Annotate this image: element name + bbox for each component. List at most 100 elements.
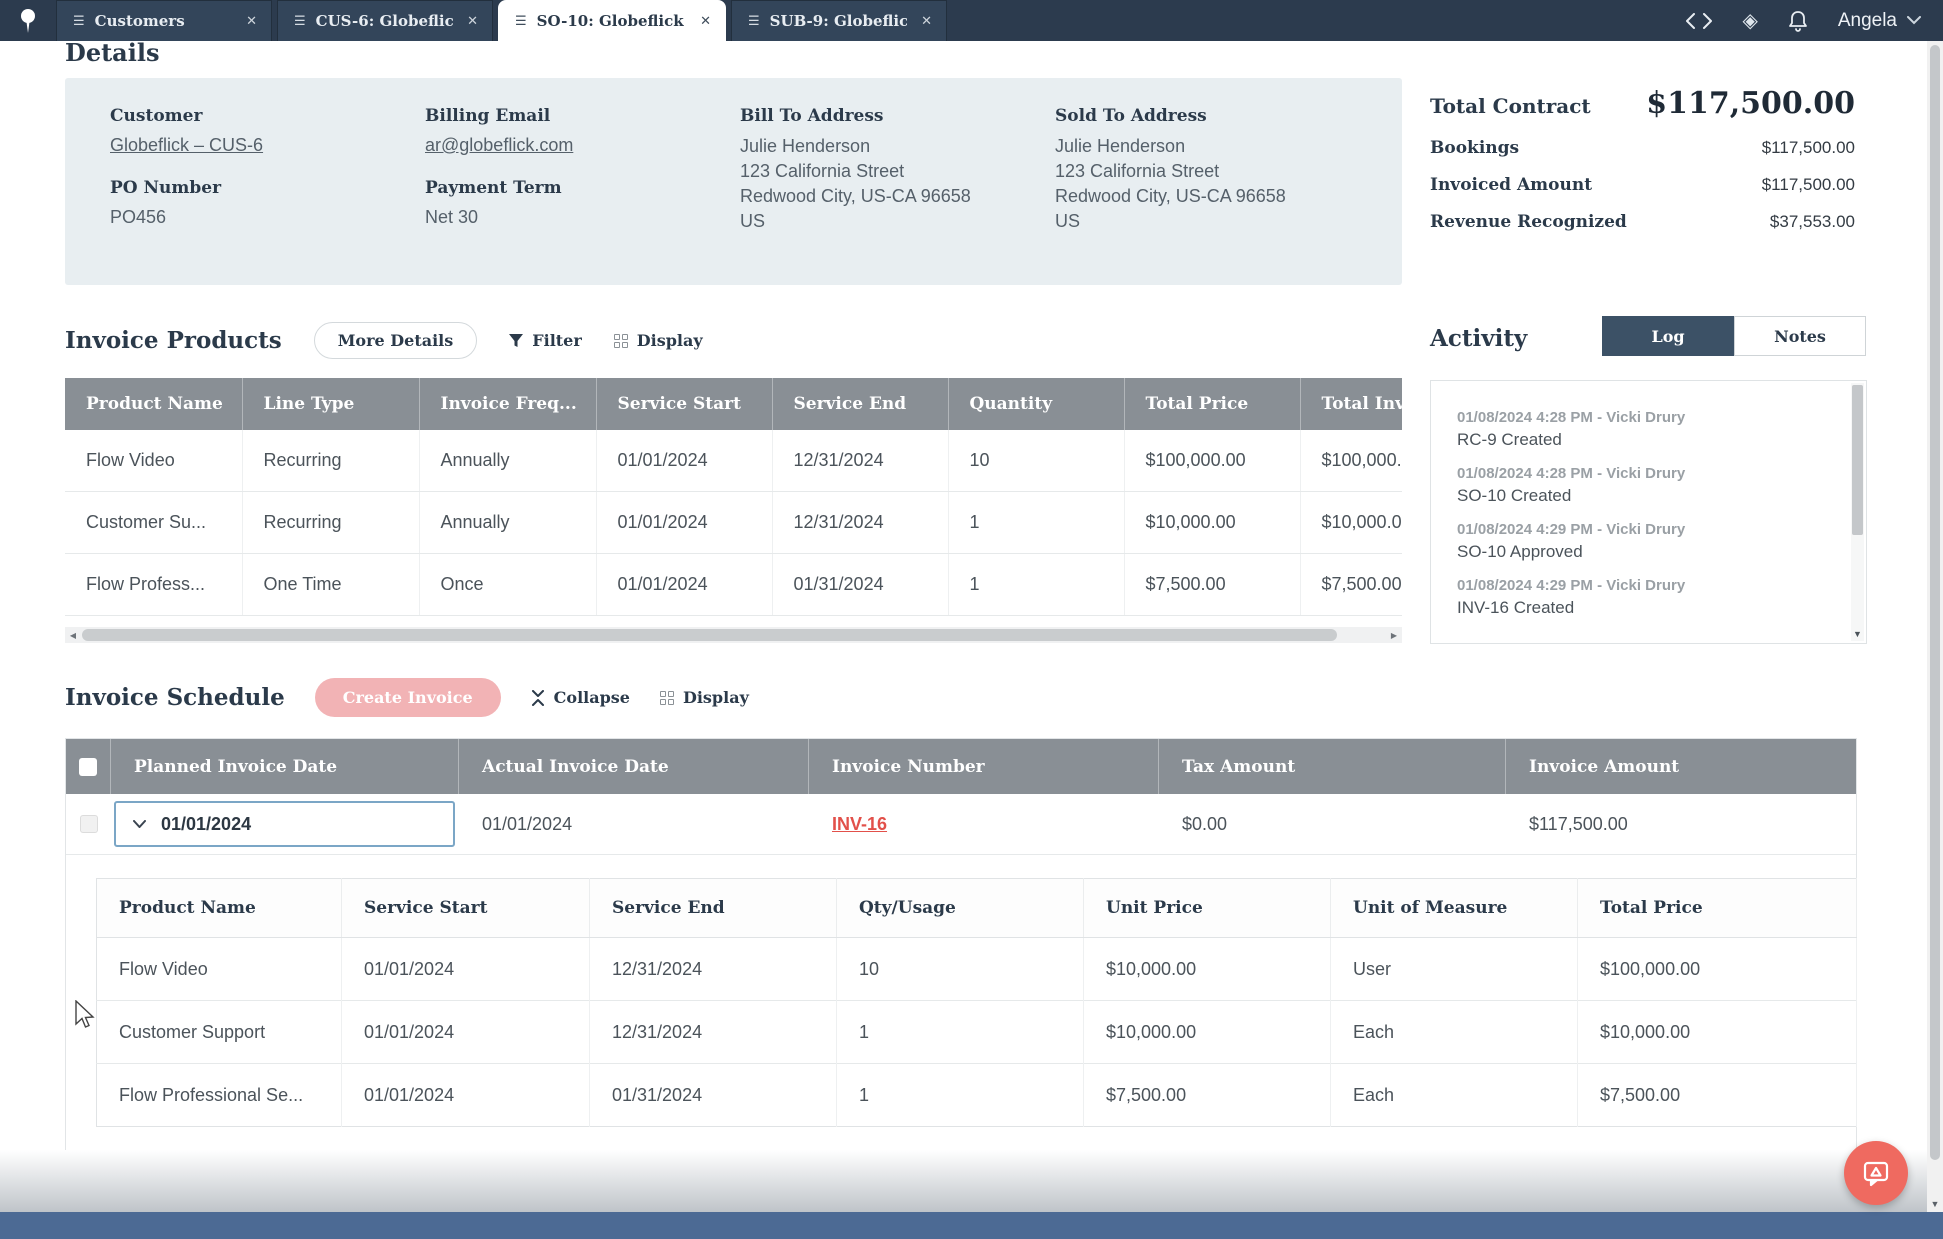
list-icon: ☰ (73, 13, 85, 28)
column-header[interactable]: Service End (589, 878, 837, 938)
list-icon: ☰ (748, 13, 760, 28)
log-entry-text: RC-9 Created (1457, 430, 1562, 449)
collapse-button[interactable]: Collapse (531, 688, 630, 707)
more-details-button[interactable]: More Details (313, 322, 478, 359)
table-row[interactable]: Flow Video Recurring Annually 01/01/2024 12/… (65, 430, 1402, 492)
display-button[interactable]: Display (659, 688, 749, 707)
table-row[interactable]: Flow Professional Se... 01/01/2024 01/31/2… (96, 1063, 1857, 1127)
horizontal-scrollbar[interactable]: ◀ ▶ (65, 627, 1402, 643)
column-header[interactable]: Invoice Freq... (419, 378, 597, 430)
chat-fab-button[interactable] (1844, 1141, 1908, 1205)
table-header-row: Product Name Line Type Invoice Freq... S… (65, 378, 1402, 430)
code-icon[interactable] (1686, 12, 1713, 29)
tax-amount: $0.00 (1182, 813, 1228, 834)
sold-to-address: Julie Henderson 123 California Street Re… (1055, 136, 1286, 231)
topbar: ☰ Customers ✕ ☰ CUS-6: Globeflick ✕ ☰ SO… (0, 0, 1943, 41)
column-header[interactable]: Quantity (948, 378, 1125, 430)
scrollbar-thumb[interactable] (1852, 385, 1863, 535)
tab-notes[interactable]: Notes (1734, 316, 1866, 356)
column-header[interactable]: Line Type (242, 378, 420, 430)
bottom-bar (0, 1212, 1943, 1239)
diamond-icon[interactable]: ◈ (1742, 10, 1758, 32)
scroll-down-arrow[interactable]: ▼ (1930, 1199, 1940, 1209)
activity-scrollbar[interactable]: ▼ (1851, 383, 1864, 641)
planned-invoice-date: 01/01/2024 (161, 813, 252, 834)
tab-log[interactable]: Log (1602, 316, 1734, 356)
scroll-left-arrow[interactable]: ◀ (69, 630, 77, 640)
display-button[interactable]: Display (613, 331, 703, 350)
table-row[interactable]: Flow Video 01/01/2024 12/31/2024 10 $10,000.… (96, 937, 1857, 1001)
scrollbar-thumb[interactable] (1930, 45, 1940, 1160)
page-scrollbar[interactable]: ▼ (1927, 41, 1943, 1212)
pin-icon[interactable] (0, 0, 56, 41)
row-checkbox[interactable] (79, 815, 98, 833)
column-header[interactable]: Total Price (1577, 878, 1857, 938)
scroll-down-arrow[interactable]: ▼ (1853, 629, 1862, 639)
column-header[interactable]: Actual Invoice Date (459, 739, 809, 794)
bill-to-address: Julie Henderson 123 California Street Re… (740, 136, 971, 231)
column-header[interactable]: Invoice Number (809, 739, 1159, 794)
sold-to-label: Sold To Address (1055, 106, 1207, 126)
invoice-products-header: Invoice Products More Details Filter Dis… (65, 322, 703, 359)
log-entry-text: SO-10 Created (1457, 486, 1572, 505)
close-icon[interactable]: ✕ (246, 13, 257, 28)
tab-label: SO-10: Globeflick (536, 12, 684, 30)
customer-link[interactable]: Globeflick – CUS-6 (110, 135, 264, 155)
column-header[interactable]: Service Start (596, 378, 773, 430)
close-icon[interactable]: ✕ (921, 13, 932, 28)
chevron-down-icon (1907, 16, 1921, 25)
payment-term-value: Net 30 (425, 207, 479, 227)
column-header[interactable]: Qty/Usage (836, 878, 1084, 938)
scrollbar-thumb[interactable] (82, 629, 1337, 641)
invoice-products-table: Product Name Line Type Invoice Freq... S… (65, 378, 1402, 616)
column-header[interactable]: Product Name (96, 878, 342, 938)
select-all-checkbox[interactable] (79, 757, 97, 776)
planned-invoice-date-cell[interactable]: 01/01/2024 (114, 801, 455, 847)
column-header[interactable]: Unit of Measure (1330, 878, 1578, 938)
invoice-number-cell: INV-16 (809, 794, 1159, 854)
tab-customers[interactable]: ☰ Customers ✕ (56, 0, 272, 41)
column-header[interactable]: Total Inv... (1300, 378, 1402, 430)
table-row[interactable]: Customer Su... Recurring Annually 01/01/202… (65, 491, 1402, 554)
topbar-actions: ◈ Angela (1686, 0, 1943, 41)
actual-invoice-date: 01/01/2024 (482, 813, 573, 834)
mouse-cursor (75, 1000, 95, 1028)
column-header[interactable]: Unit Price (1083, 878, 1331, 938)
scroll-right-arrow[interactable]: ▶ (1390, 630, 1398, 640)
column-header[interactable]: Product Name (65, 378, 243, 430)
tab-so-10-active[interactable]: ☰ SO-10: Globeflick ✕ (498, 0, 726, 41)
tab-label: SUB-9: Globeflick (769, 12, 908, 30)
grid-icon (613, 333, 628, 348)
column-header[interactable]: Service End (772, 378, 949, 430)
invoice-link[interactable]: INV-16 (832, 813, 888, 834)
billing-email-link[interactable]: ar@globeflick.com (425, 135, 574, 155)
table-row[interactable]: Flow Profess... One Time Once 01/01/2024 01/… (65, 553, 1402, 616)
close-icon[interactable]: ✕ (467, 13, 478, 28)
column-header[interactable]: Planned Invoice Date (111, 739, 459, 794)
column-header[interactable]: Tax Amount (1159, 739, 1506, 794)
total-contract-label: Total Contract (1430, 94, 1591, 118)
invoice-schedule-header: Invoice Schedule Create Invoice Collapse… (65, 678, 749, 717)
close-icon[interactable]: ✕ (700, 13, 711, 28)
bell-icon[interactable] (1788, 10, 1808, 32)
table-header-row: Product Name Service Start Service End Q… (96, 878, 1857, 938)
user-menu[interactable]: Angela (1838, 10, 1921, 32)
log-entry: 01/08/2024 4:28 PM - Vicki Drury SO-10 C… (1457, 465, 1826, 506)
total-contract-value: $117,500.00 (1646, 86, 1855, 121)
table-row[interactable]: Customer Support 01/01/2024 12/31/2024 1 $10… (96, 1000, 1857, 1064)
tab-label: Customers (94, 12, 185, 30)
tab-sub-9[interactable]: ☰ SUB-9: Globeflick ✕ (731, 0, 947, 41)
column-header[interactable]: Total Price (1124, 378, 1301, 430)
column-header[interactable]: Service Start (341, 878, 590, 938)
column-header[interactable]: Invoice Amount (1529, 756, 1680, 777)
section-title-details: Details (65, 37, 160, 67)
bill-to-label: Bill To Address (740, 106, 884, 126)
log-entry-meta: 01/08/2024 4:29 PM - Vicki Drury (1457, 521, 1686, 538)
revenue-recognized-value: $37,553.00 (1769, 212, 1855, 231)
create-invoice-button[interactable]: Create Invoice (314, 678, 501, 717)
invoice-amount: $117,500.00 (1529, 813, 1628, 834)
payment-term-label: Payment Term (425, 178, 562, 198)
tab-cus-6[interactable]: ☰ CUS-6: Globeflick ✕ (277, 0, 493, 41)
filter-button[interactable]: Filter (509, 331, 582, 350)
